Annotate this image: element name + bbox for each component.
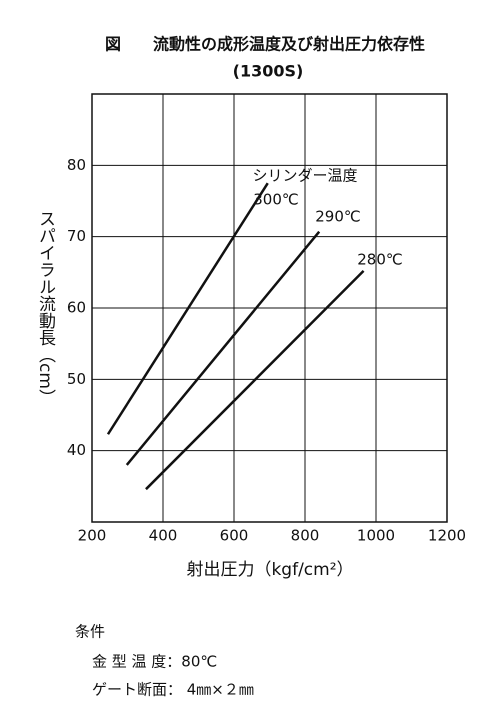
x-axis-label: 射出圧力（kgf/cm²）	[186, 560, 353, 580]
y-tick-label: 70	[67, 227, 86, 245]
chart-title: 図 流動性の成形温度及び射出圧力依存性	[105, 35, 425, 54]
y-tick-label: 60	[67, 299, 86, 317]
x-tick-label: 800	[291, 527, 320, 545]
series-label: 290℃	[315, 208, 360, 226]
y-tick-label: 40	[67, 441, 86, 459]
x-tick-label: 200	[78, 527, 107, 545]
condition: ゲート断面： 4㎜×２㎜	[92, 681, 254, 699]
series-line	[125, 230, 321, 466]
condition: 金 型 温 度：80℃	[92, 653, 217, 671]
series-label: 300℃	[253, 191, 298, 209]
x-tick-label: 1200	[428, 527, 466, 545]
x-tick-label: 400	[149, 527, 178, 545]
conditions-title: 条件	[75, 623, 105, 641]
y-tick-label: 80	[67, 156, 86, 174]
x-tick-label: 600	[220, 527, 249, 545]
series-line	[145, 270, 365, 491]
y-axis-label: スパイラル流動長（cm）	[35, 210, 56, 406]
y-tick-label: 50	[67, 370, 86, 388]
chart-subtitle: (1300S)	[233, 62, 304, 81]
series-label: 280℃	[357, 251, 402, 269]
series-line	[106, 182, 269, 435]
x-tick-label: 1000	[357, 527, 395, 545]
